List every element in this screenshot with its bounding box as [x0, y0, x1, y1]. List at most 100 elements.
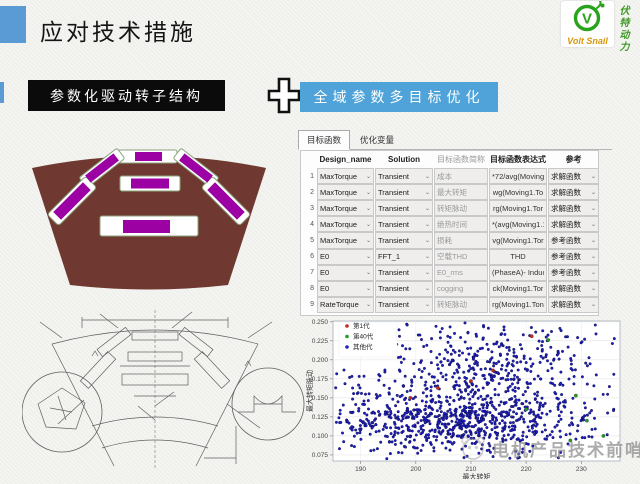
row-number: 5 [310, 236, 314, 244]
tab-optimization-variables[interactable]: 优化变量 [360, 135, 395, 145]
design-name-dropdown[interactable]: MaxTorque ⌄ [317, 200, 374, 217]
data-point [345, 419, 349, 423]
data-point [429, 350, 433, 353]
data-point [472, 436, 476, 440]
data-point [454, 407, 458, 411]
data-point [528, 357, 532, 361]
data-point [405, 390, 409, 393]
reference-dropdown[interactable]: 求解函数 ⌄ [548, 200, 599, 217]
data-point [404, 401, 408, 405]
data-point [430, 399, 434, 403]
data-point [532, 410, 535, 414]
data-point [453, 331, 456, 335]
data-point [583, 406, 587, 410]
gen1-point [469, 379, 473, 383]
data-point [457, 376, 461, 380]
data-point [427, 419, 431, 423]
data-point [491, 415, 495, 419]
data-point [400, 451, 404, 455]
data-point [468, 397, 472, 401]
data-point [521, 447, 525, 451]
data-point [435, 435, 439, 439]
solution-dropdown[interactable]: Transient ⌄ [375, 296, 433, 313]
design-name-dropdown[interactable]: MaxTorque ⌄ [317, 216, 374, 233]
solution-dropdown[interactable]: FFT_1 ⌄ [375, 248, 433, 265]
data-point [508, 408, 512, 412]
data-point [570, 416, 574, 420]
svg-text:V: V [582, 11, 592, 28]
data-point [472, 392, 476, 396]
design-name-dropdown[interactable]: E0 ⌄ [317, 264, 374, 281]
data-point [556, 397, 560, 401]
volt-snail-icon: V [573, 0, 605, 32]
data-point [531, 430, 535, 434]
data-point [480, 403, 484, 407]
data-point [436, 426, 440, 430]
design-name-dropdown[interactable]: MaxTorque ⌄ [317, 184, 374, 201]
solution-dropdown[interactable]: Transient ⌄ [375, 280, 433, 297]
reference-dropdown[interactable]: 求解函数 ⌄ [548, 184, 599, 201]
data-point [539, 416, 543, 420]
data-point [510, 369, 514, 373]
data-point [539, 354, 543, 358]
reference-dropdown[interactable]: 求解函数 ⌄ [548, 216, 599, 233]
chevron-down-icon: ⌄ [590, 237, 596, 244]
design-name-dropdown[interactable]: E0 ⌄ [317, 280, 374, 297]
data-point [511, 435, 515, 439]
data-point [406, 427, 410, 431]
design-name-dropdown[interactable]: MaxTorque ⌄ [317, 232, 374, 249]
solution-dropdown[interactable]: Transient ⌄ [375, 232, 433, 249]
tab-objective-functions[interactable]: 目标函数 [298, 130, 351, 150]
data-point [513, 424, 517, 428]
data-point [494, 342, 498, 346]
data-point [503, 424, 507, 428]
data-point [457, 434, 461, 438]
data-point [433, 430, 437, 434]
data-point [396, 431, 400, 435]
solution-dropdown[interactable]: Transient ⌄ [375, 184, 433, 201]
solution-dropdown[interactable]: Transient ⌄ [375, 264, 433, 281]
reference-dropdown[interactable]: 参考函数 ⌄ [548, 264, 599, 281]
solution-dropdown[interactable]: Transient ⌄ [375, 216, 433, 233]
data-point [525, 435, 529, 439]
data-point [338, 447, 341, 451]
data-point [448, 395, 452, 399]
data-point [507, 345, 511, 349]
data-point [590, 435, 594, 439]
chevron-down-icon: ⌄ [424, 189, 430, 196]
row-number: 8 [310, 285, 314, 293]
objective-expression-cell: ck(Moving1.Tor [489, 280, 547, 297]
data-point [434, 324, 438, 328]
data-point [517, 386, 520, 390]
solution-dropdown[interactable]: Transient ⌄ [375, 168, 433, 185]
data-point [352, 434, 356, 438]
data-point [358, 386, 362, 390]
data-point [450, 358, 454, 362]
data-point [465, 454, 469, 458]
data-point [473, 362, 477, 366]
legend-marker [345, 345, 349, 349]
reference-dropdown[interactable]: 参考函数 ⌄ [548, 232, 599, 249]
data-point [458, 388, 462, 392]
data-point [415, 415, 419, 418]
data-point [419, 427, 423, 431]
design-name-dropdown[interactable]: MaxTorque ⌄ [317, 168, 374, 185]
objective-expression-cell: rg(Moving1.Ton [489, 296, 547, 313]
gen1-point [408, 395, 413, 400]
design-name-dropdown[interactable]: E0 ⌄ [317, 248, 374, 265]
x-tick-label: 210 [466, 466, 477, 473]
chevron-down-icon: ⌄ [365, 270, 371, 277]
data-point [497, 382, 501, 386]
reference-dropdown[interactable]: 求解函数 ⌄ [548, 280, 599, 297]
data-point [555, 423, 559, 427]
data-point [522, 417, 525, 421]
solution-dropdown[interactable]: Transient ⌄ [375, 200, 433, 217]
data-point [363, 402, 366, 406]
data-point [572, 375, 576, 378]
reference-dropdown[interactable]: 求解函数 ⌄ [548, 168, 599, 185]
data-point [461, 351, 464, 355]
design-name-dropdown[interactable]: RateTorque ⌄ [317, 296, 374, 313]
reference-dropdown[interactable]: 参考函数 ⌄ [548, 248, 599, 265]
data-point [541, 403, 545, 407]
reference-dropdown[interactable]: 求解函数 ⌄ [548, 296, 599, 313]
